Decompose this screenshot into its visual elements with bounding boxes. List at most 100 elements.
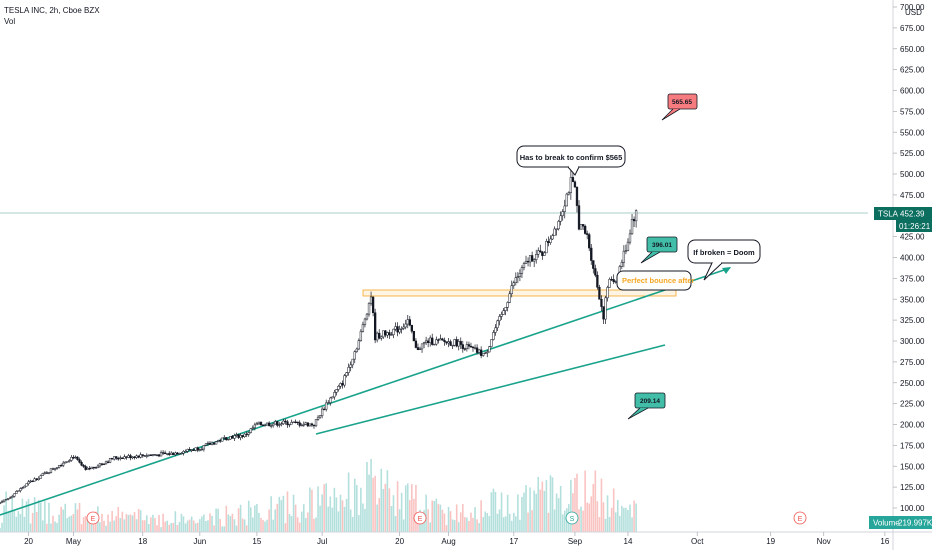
candle-body	[545, 241, 548, 254]
candle-body	[445, 341, 448, 344]
volume-bar	[145, 515, 148, 532]
volume-bar	[113, 520, 115, 532]
candle-body	[563, 205, 566, 212]
candle-body	[310, 423, 314, 426]
candle-body	[376, 332, 379, 341]
callout-break[interactable]: Has to break to confirm $565	[516, 145, 626, 176]
chart-legend: TESLA INC, 2h, Cboe BZX Vol	[4, 5, 100, 27]
candle-body	[15, 491, 18, 495]
candle-body	[243, 433, 246, 437]
volume-bar	[46, 523, 48, 532]
callout-bounce[interactable]: Perfect bounce after	[616, 270, 695, 291]
candle-body	[204, 443, 208, 446]
volume-bar	[614, 512, 617, 532]
price-tick-label: 150.00	[900, 462, 925, 471]
candle-body	[117, 458, 120, 460]
candle-body	[280, 423, 283, 425]
earnings-event-icon[interactable]: E	[86, 511, 100, 525]
price-tick-label: 675.00	[900, 24, 925, 33]
callout-doom[interactable]: If broken = Doom	[687, 239, 761, 281]
earnings-event-icon[interactable]: E	[413, 511, 427, 525]
volume-bar	[398, 509, 401, 532]
last-price-badge[interactable]: TSLA 452.39 01:26:21	[874, 207, 932, 232]
candle-body	[467, 344, 471, 347]
candle-body	[239, 435, 242, 438]
price-tick-label: 175.00	[900, 441, 925, 450]
volume-bar	[245, 525, 248, 532]
volume-bar	[48, 502, 50, 532]
price-label-565[interactable]: 565.65	[661, 93, 698, 121]
earnings-event-icon[interactable]: E	[793, 511, 807, 525]
candle-body	[575, 186, 579, 206]
volume-bar	[80, 524, 83, 532]
volume-bar	[133, 512, 136, 532]
volume-bar	[243, 519, 246, 532]
volume-bar	[205, 521, 207, 532]
candle-body	[386, 332, 389, 336]
candle-body	[219, 440, 222, 442]
volume-bar	[616, 499, 619, 532]
volume-badge[interactable]: Volume 219.997K	[869, 516, 932, 529]
time-axis[interactable]: 20 May 18 Jun 15 Jul 20 Aug 17 Sep 14 Oct 19 Nov 16	[24, 532, 890, 546]
candle-body	[41, 473, 44, 476]
time-tick-label: 15	[252, 537, 261, 546]
volume-bar	[203, 514, 205, 532]
candle-body	[367, 302, 371, 315]
volume-bar	[543, 490, 546, 532]
support-zone[interactable]	[362, 289, 677, 297]
candle-body	[410, 324, 413, 332]
candle-body	[19, 488, 22, 491]
candle-body	[90, 466, 93, 469]
volume-bar	[192, 520, 195, 532]
candle-body	[74, 456, 77, 459]
candle-body	[49, 468, 53, 473]
volume-bar	[288, 514, 291, 532]
candle-body	[361, 324, 365, 332]
volume-bar	[517, 494, 519, 532]
volume-bar	[447, 506, 450, 532]
volume-bar	[578, 509, 580, 532]
candle-body	[539, 250, 542, 253]
candle-body	[355, 348, 358, 352]
price-label-209[interactable]: 209.14	[627, 392, 666, 420]
candle-body	[51, 468, 55, 470]
volume-bar	[209, 513, 211, 532]
candle-body	[47, 472, 51, 474]
trendline-major[interactable]	[0, 267, 731, 516]
candle-body	[157, 454, 161, 457]
price-tick-label: 625.00	[900, 66, 925, 75]
candle-body	[561, 211, 564, 217]
volume-bar	[451, 519, 454, 532]
volume-bar	[137, 508, 140, 532]
candle-body	[512, 282, 515, 286]
candle-body	[343, 375, 346, 386]
volume-bar	[402, 519, 405, 532]
split-event-icon[interactable]: S	[565, 511, 579, 525]
time-tick-label: 17	[509, 537, 518, 546]
volume-bar	[627, 509, 629, 532]
candle-body	[606, 287, 609, 299]
trendline-minor[interactable]	[315, 344, 666, 435]
candle-body	[55, 467, 59, 469]
candle-body	[431, 337, 434, 345]
candle-body	[92, 466, 95, 469]
candle-body	[333, 392, 336, 398]
candle-body	[168, 453, 171, 455]
price-label-396[interactable]: 396.01	[640, 236, 678, 264]
volume-indicator-label[interactable]: Vol	[4, 17, 16, 26]
candle-body	[225, 437, 228, 441]
candle-body	[365, 313, 369, 320]
price-axis[interactable]: 700.00 675.00 650.00 625.00 600.00 575.00 550.…	[893, 3, 925, 513]
candle-body	[98, 463, 102, 467]
volume-bar	[86, 517, 89, 532]
volume-bar	[490, 492, 493, 532]
candle-body	[161, 452, 165, 454]
volume-bar	[570, 479, 572, 532]
volume-bar	[131, 515, 134, 532]
symbol-title[interactable]: TESLA INC, 2h, Cboe BZX	[4, 6, 100, 15]
candle-body	[217, 440, 220, 442]
candle-body	[602, 306, 605, 320]
volume-bar	[390, 506, 393, 532]
candle-body	[433, 343, 436, 346]
